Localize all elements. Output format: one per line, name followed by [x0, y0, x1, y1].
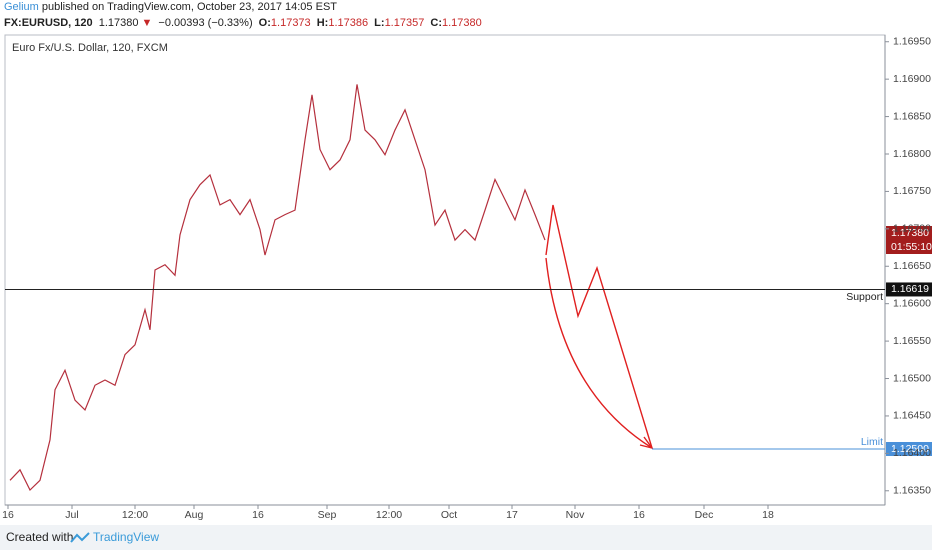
x-tick-label: 16 — [252, 509, 264, 521]
x-tick-label: Oct — [441, 509, 457, 521]
limit-price: 1.12500 — [891, 443, 929, 455]
y-tick-label: 1.16600 — [893, 297, 931, 309]
low-label: L: — [374, 17, 385, 29]
logo — [70, 532, 90, 543]
y-tick-label: 1.16850 — [893, 110, 931, 122]
change: −0.00393 (−0.33%) — [158, 17, 253, 29]
zigzag-projection — [545, 204, 653, 449]
price-tag — [886, 226, 932, 240]
y-tick-label: 1.16800 — [893, 148, 931, 160]
close: 1.17380 — [442, 17, 482, 29]
x-tick-label: 16 — [633, 509, 645, 521]
y-tick-label: 1.16500 — [893, 372, 931, 384]
down-arrow: ▼ — [141, 17, 153, 29]
low: 1.17357 — [384, 17, 425, 29]
price-line — [9, 84, 546, 492]
created-with: Created with — [6, 530, 74, 544]
high: 1.17386 — [328, 17, 369, 29]
x-tick-label: 12:00 — [376, 509, 402, 521]
high-label: H: — [316, 17, 329, 29]
x-tick-label: Jul — [65, 509, 78, 521]
open-label: O: — [258, 17, 271, 29]
arrow-head — [639, 436, 654, 450]
symbol: FX:EURUSD, 120 — [4, 17, 93, 29]
curve-projection — [545, 257, 653, 449]
y-tick-label: 1.16650 — [893, 260, 931, 272]
chart: Euro Fx/U.S. Dollar, 120, FXCM Limit 1.1… — [2, 34, 932, 521]
chart-title: Euro Fx/U.S. Dollar, 120, FXCM — [12, 42, 168, 54]
support-tag — [886, 282, 932, 297]
published: published on TradingView.com, October 23… — [41, 1, 337, 13]
last: 1.17380 — [98, 17, 139, 29]
y-tick-label: 1.16900 — [893, 73, 931, 85]
x-tick-label: Sep — [318, 509, 337, 521]
y-tick-label: 1.16400 — [893, 447, 931, 459]
x-tick-label: 16 — [2, 509, 14, 521]
plot-frame — [4, 34, 886, 506]
open: 1.17373 — [270, 17, 311, 29]
y-tick-label: 1.16750 — [893, 185, 931, 197]
x-tick-label: Aug — [185, 509, 204, 521]
y-tick-label: 1.16350 — [893, 485, 931, 497]
timer-text: 01:55:10 — [891, 241, 932, 253]
brand[interactable]: TradingView — [93, 530, 160, 544]
quote-line: FX:EURUSD, 120 1.17380 ▼ −0.00393 (−0.33%… — [4, 17, 485, 29]
x-tick-label: 17 — [506, 509, 518, 521]
footer: Created with TradingView — [0, 525, 932, 550]
close-label: C: — [430, 17, 442, 29]
price-tag-text: 1.17380 — [891, 227, 929, 239]
x-tick-label: 12:00 — [122, 509, 148, 521]
projection — [545, 204, 654, 450]
limit-name: Limit — [861, 436, 883, 448]
support-price: 1.16619 — [891, 283, 929, 295]
y-tick-label: 1.16950 — [893, 36, 931, 48]
y-tick-label: 1.16700 — [893, 223, 931, 235]
y-tick-label: 1.16450 — [893, 410, 931, 422]
y-tick-label: 1.16550 — [893, 335, 931, 347]
x-tick-label: Dec — [695, 509, 714, 521]
x-tick-label: Nov — [566, 509, 585, 521]
limit-tag — [886, 442, 932, 456]
x-tick-label: 18 — [762, 509, 774, 521]
timer-tag — [886, 240, 932, 254]
author[interactable]: Gelium — [4, 1, 39, 13]
support-name: Support — [846, 291, 883, 303]
publish-line: Gelium published on TradingView.com, Octo… — [4, 1, 340, 13]
